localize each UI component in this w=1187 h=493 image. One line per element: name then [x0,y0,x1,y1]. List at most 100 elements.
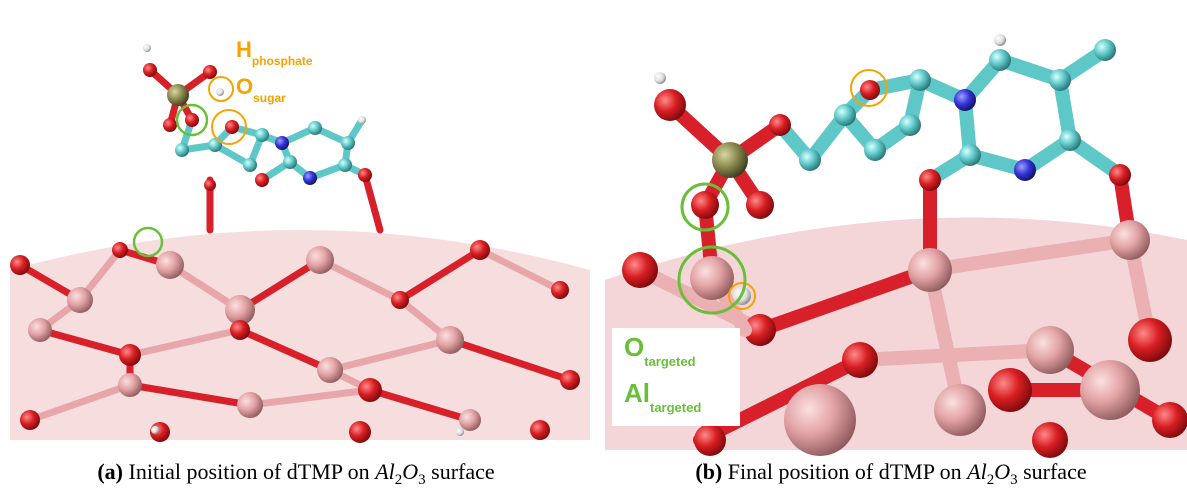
atom [1026,326,1074,374]
atom [306,246,334,274]
atom [151,426,159,434]
atom [10,255,30,275]
atom [988,368,1032,412]
atom [860,80,880,100]
atom [167,84,189,106]
atom [1110,220,1150,260]
atom [622,252,658,288]
atom [919,169,941,191]
atom [694,424,726,456]
panel-a-render [10,44,590,443]
atom [118,373,142,397]
atom [349,421,371,443]
atom [1109,164,1131,186]
atom [908,248,952,292]
label-main: Al [624,378,650,408]
caption-text: Final position of dTMP on [728,459,962,484]
atom [1014,159,1036,181]
atom [204,179,216,191]
atom [436,326,464,354]
atom [456,428,464,436]
atom [470,240,490,260]
label-sub: sugar [253,91,286,105]
atom [691,191,719,219]
caption: (a) Initial position of dTMP on Al2O3 su… [97,459,494,489]
atom [208,138,222,152]
atom [358,116,366,124]
atom [341,136,355,150]
formula-sub: 2 [987,472,995,488]
label-main: H [236,37,252,62]
atom [143,63,157,77]
atom [230,320,250,340]
atom [989,49,1011,71]
formula: O [402,459,418,484]
atom [842,342,878,378]
panel-b-render [605,34,1187,458]
atom [358,168,372,182]
atom [243,158,257,172]
atom [255,128,269,142]
caption-text: Initial position of dTMP on [129,459,370,484]
caption-tag: (b) [695,459,722,484]
atom [954,89,976,111]
bond [365,175,380,230]
atom [799,149,821,171]
label-sub: phosphate [252,54,313,68]
atom [994,34,1006,46]
atom [769,114,791,136]
atom [216,88,224,96]
caption: (b) Final position of dTMP on Al2O3 surf… [695,459,1086,489]
atom [185,113,199,127]
caption-suffix: surface [431,459,495,484]
atom [1049,69,1071,91]
atom [1128,318,1172,362]
atom [275,136,289,150]
formula-sub: 3 [418,472,426,488]
caption-tag: (a) [97,459,123,484]
atom [143,44,151,52]
atom [317,357,343,383]
caption-suffix: surface [1023,459,1087,484]
atom [1080,360,1140,420]
atom [864,139,886,161]
atom [834,104,856,126]
atom [1094,39,1116,61]
atom [459,409,481,431]
atom [283,155,297,169]
formula-sub: 3 [1010,472,1018,488]
atom [959,144,981,166]
atom [746,191,774,219]
label-main: O [236,74,253,99]
atom [1059,129,1081,151]
label-sub: targeted [650,400,701,415]
atom [712,142,748,178]
atom [119,344,141,366]
atom [654,72,666,84]
label-sub: targeted [644,354,695,369]
atom [308,121,322,135]
atom [28,318,52,342]
atom [255,173,269,187]
atom [934,384,986,436]
atom [551,281,569,299]
atom [163,118,177,132]
atom [338,158,352,172]
atom [303,171,317,185]
figure: Hphosphate Osugar [0,0,1187,493]
atom [391,291,409,309]
atom [67,287,93,313]
atom [175,143,189,157]
atom [530,420,550,440]
atom [560,370,580,390]
formula: Al [965,459,987,484]
atom [225,120,239,134]
atom [1032,422,1068,458]
atom [20,410,40,430]
atom [237,392,263,418]
atom [784,384,856,456]
formula: O [994,459,1010,484]
atom-label: Hphosphate [236,37,313,68]
atom [690,256,734,300]
atom [909,69,931,91]
